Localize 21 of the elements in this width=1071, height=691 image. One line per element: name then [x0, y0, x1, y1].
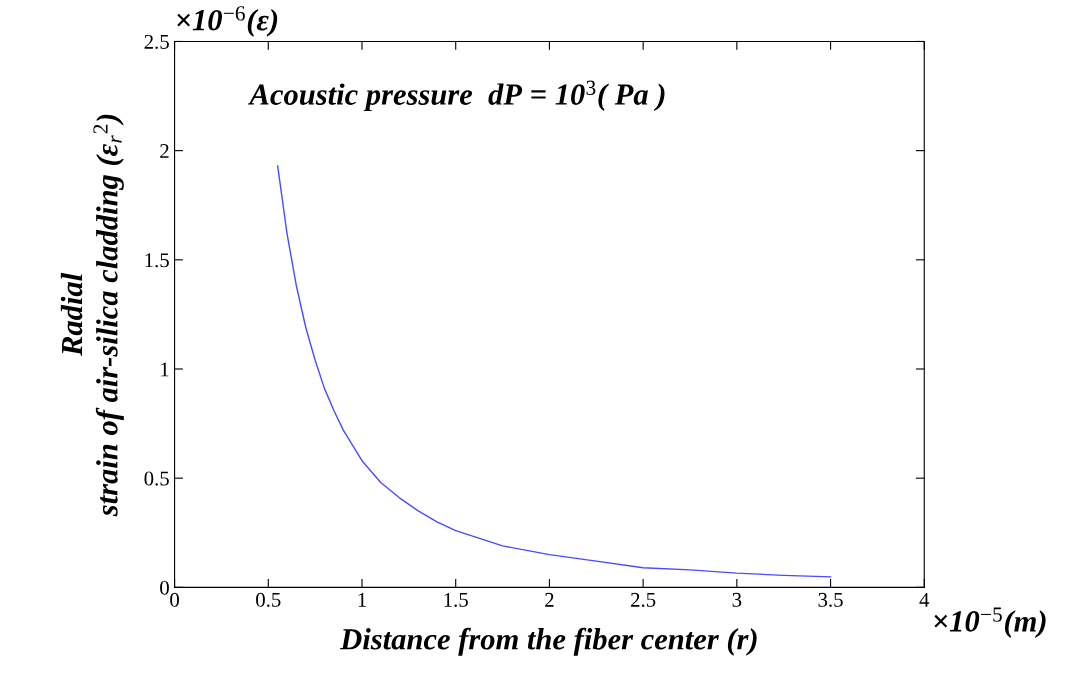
x-axis-title: Distance from the fiber center (r) [340, 627, 757, 656]
y-axis-title: Radial strain of air-silica cladding (ε$_{r}$$^{2}$) [60, 114, 124, 517]
line-series [276, 165, 832, 578]
y-tick-label: 0 [160, 580, 169, 595]
x-tick-label: 0 [170, 592, 179, 607]
x-tick-label: 3 [732, 592, 742, 607]
y-tick-label: 1.5 [145, 253, 169, 268]
annotation: Acoustic pressure dP = 10$^{3}$( Pa ) [247, 80, 665, 112]
x-tick-label: 1.5 [444, 592, 468, 607]
text: ×10$^{−5}$(m) [934, 607, 1046, 638]
x-tick-label: 2 [545, 592, 554, 607]
text: ×10$^{−6}$(ε) [177, 6, 278, 37]
x-tick-label: 0.5 [256, 592, 281, 607]
y-tick-label: 0.5 [144, 471, 169, 486]
x-tick-label: 4 [919, 592, 930, 607]
y-tick-label: 2 [160, 144, 169, 158]
x-tick-label: 3.5 [818, 592, 843, 607]
x-tick-label: 1 [358, 592, 366, 607]
x-tick-label: 2.5 [631, 592, 656, 607]
y-tick-label: 1 [161, 362, 169, 377]
y-tick-label: 2.5 [144, 34, 169, 49]
